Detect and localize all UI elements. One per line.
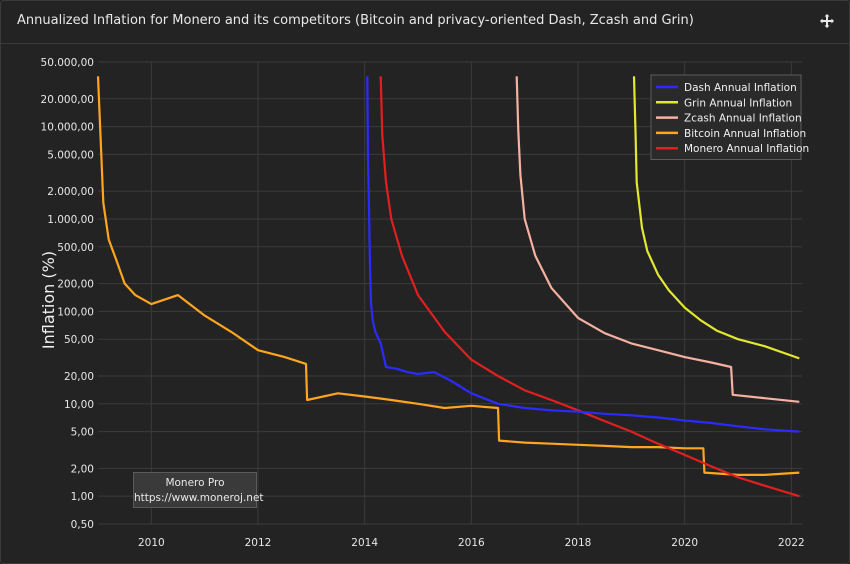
y-tick-label: 20,00 [64,371,94,383]
panel-title: Annualized Inflation for Monero and its … [17,13,694,28]
y-tick-label: 5.000,00 [47,149,94,161]
x-tick-label: 2010 [138,537,165,549]
x-tick-label: 2020 [671,537,698,549]
y-tick-label: 10,00 [64,399,94,411]
y-tick-label: 0,50 [71,519,94,531]
series-line-zcash [515,76,800,403]
legend[interactable]: Dash Annual Inflation Grin Annual Inflati… [650,74,809,160]
y-tick-label: 1.000,00 [47,214,94,226]
y-tick-label: 2,00 [71,463,94,475]
panel-header: Annualized Inflation for Monero and its … [1,1,849,44]
x-tick-label: 2022 [778,537,805,549]
y-tick-label: 1,00 [71,491,94,503]
y-tick-label: 10.000,00 [41,122,94,134]
watermark-line1: Monero Pro [165,477,225,489]
y-axis-label: Inflation (%) [39,251,58,349]
x-tick-label: 2012 [245,537,272,549]
y-tick-label: 200,00 [57,279,94,291]
series-line-grin [632,76,800,360]
y-tick-label: 20.000,00 [41,94,94,106]
legend-item-label[interactable]: Dash Annual Inflation [684,82,797,94]
y-tick-label: 2.000,00 [47,186,94,198]
watermark: Monero Pro https://www.moneroj.net [133,472,264,508]
grid [98,61,802,525]
legend-item-label[interactable]: Monero Annual Inflation [684,143,809,155]
series-line-dash [366,76,800,433]
y-tick-label: 50,00 [64,334,94,346]
y-tick-label: 5,00 [71,427,94,439]
expand-icon[interactable] [819,13,835,29]
x-tick-label: 2016 [458,537,485,549]
y-axis-ticks: 50.000,00 20.000,00 10.000,00 5.000,00 2.000… [41,57,94,531]
series-lines [96,76,800,498]
series-line-bitcoin [96,76,800,476]
legend-item-label[interactable]: Grin Annual Inflation [684,97,792,109]
y-tick-label: 50.000,00 [41,57,94,69]
x-tick-label: 2014 [351,537,378,549]
series-line-monero [379,76,800,498]
legend-item-label[interactable]: Bitcoin Annual Inflation [684,128,806,140]
x-tick-label: 2018 [565,537,592,549]
y-tick-label: 100,00 [57,306,94,318]
y-tick-label: 500,00 [57,242,94,254]
x-axis-ticks: 2010 2012 2014 2016 2018 2020 2022 [138,537,805,549]
legend-item-label[interactable]: Zcash Annual Inflation [684,113,802,125]
watermark-line2: https://www.moneroj.net [134,492,264,504]
